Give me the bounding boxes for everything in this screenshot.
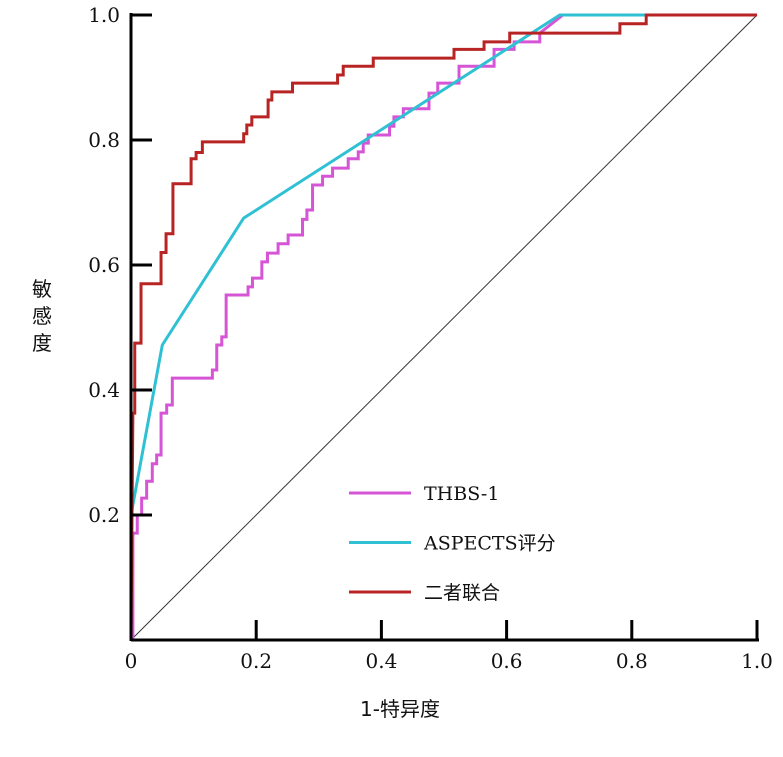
legend-label: THBS-1 — [424, 483, 499, 505]
x-axis-title: 1-特异度 — [360, 697, 440, 721]
x-tick-label: 0.8 — [616, 649, 648, 673]
y-axis-title: 敏感度 — [32, 277, 52, 355]
series-line-0 — [131, 13, 757, 640]
x-tick-label: 0.6 — [491, 649, 523, 673]
y-tick-label: 1.0 — [88, 3, 120, 27]
x-tick-label: 0.4 — [365, 649, 397, 673]
x-tick-label: 0.2 — [240, 649, 272, 673]
legend-label: 二者联合 — [424, 582, 500, 604]
y-tick-label: 0.6 — [88, 253, 120, 277]
x-tick-label: 1.0 — [741, 649, 773, 673]
legend-item: 二者联合 — [349, 582, 500, 604]
y-tick-label: 0.2 — [88, 503, 120, 527]
legend-item: ASPECTS评分 — [349, 533, 556, 555]
legend-label: ASPECTS评分 — [423, 533, 556, 555]
series-line-2 — [129, 13, 757, 641]
legend-item: THBS-1 — [349, 483, 499, 505]
reference-diagonal-line — [130, 14, 758, 641]
y-tick-label: 0.4 — [88, 378, 120, 402]
x-tick-label: 0 — [125, 649, 138, 673]
y-tick-label: 0.8 — [88, 128, 120, 152]
